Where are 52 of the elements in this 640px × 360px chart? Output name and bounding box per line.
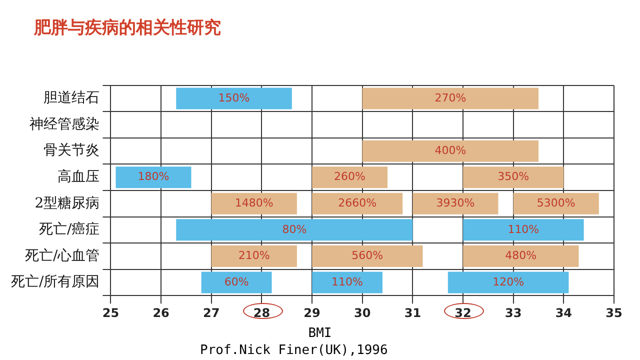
bar xyxy=(463,245,579,267)
x-tick-label: 32 xyxy=(454,306,472,320)
y-tick-label: 胆道结石 xyxy=(44,90,100,106)
annotation: 270% xyxy=(434,91,466,104)
x-tick-label: 30 xyxy=(354,306,371,320)
bar xyxy=(116,166,192,188)
annotation: 560% xyxy=(352,249,384,262)
annotation: 3930% xyxy=(436,196,475,210)
bar xyxy=(201,272,272,294)
bar xyxy=(312,245,423,267)
chart-title: 肥胖与疾病的相关性研究 xyxy=(34,17,221,39)
x-tick-label: 33 xyxy=(504,306,522,320)
x-tick-label: 35 xyxy=(606,306,622,320)
y-tick-label: 高血压 xyxy=(58,169,100,186)
y-tick-label: 死亡/心血管 xyxy=(25,248,100,264)
bar xyxy=(463,166,564,188)
annotation: 80% xyxy=(282,222,307,236)
annotation: 180% xyxy=(138,170,170,184)
bar xyxy=(312,166,388,188)
x-axis-title: BMI xyxy=(307,326,333,341)
bar xyxy=(312,192,403,214)
annotation: 120% xyxy=(492,275,524,288)
bar xyxy=(412,192,498,214)
annotation: 110% xyxy=(332,275,363,288)
annotation: 350% xyxy=(498,170,530,184)
bar xyxy=(176,88,292,110)
x-tick-label: 31 xyxy=(404,306,422,320)
x-tick-label: 26 xyxy=(152,306,170,320)
x-tick-label: 28 xyxy=(253,306,270,320)
x-tick-label: 27 xyxy=(203,306,220,320)
annotation: 110% xyxy=(508,222,540,236)
annotation: 210% xyxy=(238,249,270,262)
annotation: 150% xyxy=(218,91,250,104)
y-tick-label: 死亡/所有原因 xyxy=(11,274,100,290)
text: Prof.Nick Finer(UK),1996 xyxy=(200,343,388,358)
y-tick-label: 2型糖尿病 xyxy=(34,195,100,212)
annotation: 1480% xyxy=(234,196,274,210)
x-tick-label: 29 xyxy=(304,306,320,320)
x-tick-label: 25 xyxy=(102,306,120,320)
bar xyxy=(176,219,413,241)
y-tick-label: 死亡/癌症 xyxy=(39,222,100,238)
annotation: 2660% xyxy=(338,196,377,210)
annotation: 60% xyxy=(224,275,249,288)
x-tick-label: 34 xyxy=(555,306,572,320)
annotation: 260% xyxy=(334,170,366,184)
bar xyxy=(513,192,599,214)
y-tick-label: 骨关节炎 xyxy=(44,142,100,159)
annotation: 400% xyxy=(434,144,466,157)
y-tick-label: 神经管感染 xyxy=(30,116,100,132)
bar xyxy=(362,88,539,110)
annotation: 5300% xyxy=(536,196,576,210)
annotation: 480% xyxy=(505,249,537,262)
